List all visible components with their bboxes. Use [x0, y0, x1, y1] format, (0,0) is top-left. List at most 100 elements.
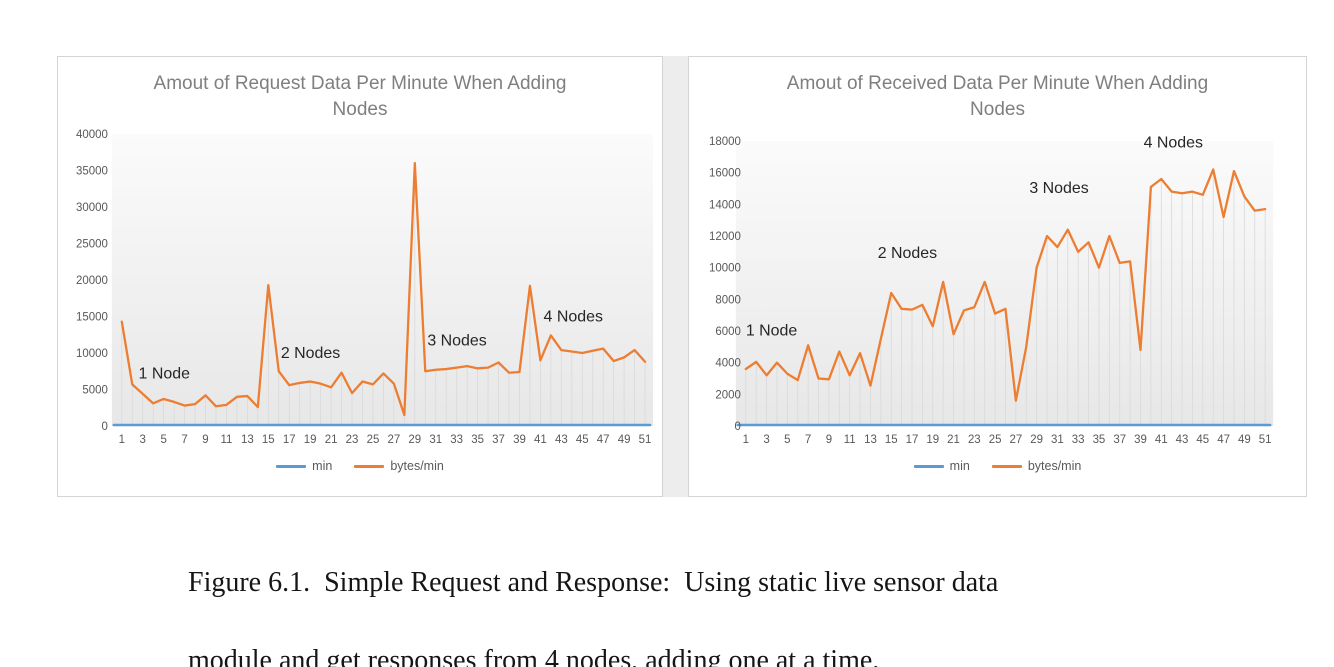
svg-text:25: 25: [989, 434, 1002, 446]
svg-text:5: 5: [784, 434, 790, 446]
svg-text:6000: 6000: [715, 326, 740, 338]
svg-text:7: 7: [181, 434, 187, 446]
svg-text:27: 27: [1009, 434, 1022, 446]
svg-text:1 Node: 1 Node: [139, 366, 191, 383]
figure-caption: Figure 6.1. Simple Request and Response:…: [160, 524, 1245, 667]
legend-item-bytes: bytes/min: [354, 459, 444, 473]
min-line-swatch: [276, 464, 307, 468]
svg-text:17: 17: [906, 434, 919, 446]
svg-text:19: 19: [304, 434, 317, 446]
svg-text:3: 3: [763, 434, 769, 446]
legend-label-bytes: bytes/min: [1027, 459, 1082, 473]
svg-text:45: 45: [1196, 434, 1209, 446]
svg-text:2000: 2000: [715, 389, 740, 401]
legend-item-min: min: [913, 459, 970, 473]
bytes-line-swatch: [991, 464, 1022, 468]
svg-text:51: 51: [1259, 434, 1272, 446]
svg-text:9: 9: [826, 434, 832, 446]
legend-item-min: min: [276, 459, 332, 473]
svg-text:43: 43: [555, 434, 568, 446]
svg-text:10000: 10000: [76, 348, 108, 360]
svg-text:15: 15: [262, 434, 275, 446]
caption-line-1: Figure 6.1. Simple Request and Response:…: [188, 567, 999, 598]
svg-text:31: 31: [1051, 434, 1064, 446]
svg-text:4 Nodes: 4 Nodes: [1144, 134, 1203, 151]
request-data-line-chart: 0 5000 10000 15000 20000 25000 30000 35000 40000…: [76, 129, 654, 446]
received-data-line-chart: 0 2000 4000 6000 8000 10000 12000 14000 16000 180…: [709, 134, 1274, 446]
figure-charts-row: Amout of Request Data Per Minute When Ad…: [57, 56, 1307, 497]
svg-text:47: 47: [597, 434, 610, 446]
svg-text:11: 11: [844, 434, 856, 446]
svg-text:25000: 25000: [76, 238, 108, 250]
svg-text:37: 37: [492, 434, 505, 446]
svg-text:16000: 16000: [709, 168, 741, 180]
svg-text:1: 1: [743, 434, 749, 446]
svg-text:1: 1: [119, 434, 125, 446]
received-data-chart-panel: Amout of Received Data Per Minute When A…: [688, 56, 1307, 497]
legend-label-min: min: [312, 459, 333, 473]
svg-text:18000: 18000: [709, 136, 741, 148]
panel-divider: [663, 56, 688, 497]
svg-text:21: 21: [325, 434, 338, 446]
svg-text:35000: 35000: [76, 165, 108, 177]
svg-text:39: 39: [1134, 434, 1147, 446]
svg-text:9: 9: [202, 434, 208, 446]
svg-text:49: 49: [618, 434, 631, 446]
svg-text:35: 35: [1093, 434, 1106, 446]
svg-text:43: 43: [1176, 434, 1189, 446]
svg-text:49: 49: [1238, 434, 1251, 446]
svg-text:30000: 30000: [76, 202, 108, 214]
svg-text:4 Nodes: 4 Nodes: [544, 309, 603, 326]
svg-text:3: 3: [140, 434, 146, 446]
svg-text:12000: 12000: [709, 231, 741, 243]
svg-text:23: 23: [968, 434, 981, 446]
chart-legend: min bytes/min: [689, 459, 1306, 473]
legend-label-min: min: [949, 459, 970, 473]
svg-text:13: 13: [241, 434, 254, 446]
chart-legend: min bytes/min: [58, 459, 662, 473]
svg-text:14000: 14000: [709, 199, 741, 211]
svg-text:21: 21: [947, 434, 960, 446]
svg-text:2 Nodes: 2 Nodes: [281, 345, 340, 362]
svg-text:1 Node: 1 Node: [746, 323, 798, 340]
svg-text:0: 0: [734, 421, 740, 433]
legend-label-bytes: bytes/min: [390, 459, 444, 473]
legend-item-bytes: bytes/min: [991, 459, 1082, 473]
svg-text:37: 37: [1113, 434, 1126, 446]
svg-text:15000: 15000: [76, 311, 108, 323]
svg-text:45: 45: [576, 434, 589, 446]
svg-text:33: 33: [1072, 434, 1085, 446]
svg-text:0: 0: [101, 421, 107, 433]
svg-text:7: 7: [805, 434, 811, 446]
caption-line-2: module and get responses from 4 nodes, a…: [188, 645, 880, 667]
svg-text:10000: 10000: [709, 263, 741, 275]
svg-text:19: 19: [926, 434, 939, 446]
svg-text:13: 13: [864, 434, 877, 446]
svg-text:15: 15: [885, 434, 898, 446]
svg-text:8000: 8000: [715, 294, 740, 306]
svg-text:39: 39: [513, 434, 526, 446]
svg-text:29: 29: [408, 434, 421, 446]
svg-text:17: 17: [283, 434, 296, 446]
bytes-line-swatch: [354, 464, 385, 468]
svg-text:5000: 5000: [82, 384, 107, 396]
request-data-chart-panel: Amout of Request Data Per Minute When Ad…: [57, 56, 663, 497]
svg-text:47: 47: [1217, 434, 1230, 446]
svg-text:23: 23: [346, 434, 359, 446]
svg-text:20000: 20000: [76, 275, 108, 287]
svg-text:41: 41: [1155, 434, 1168, 446]
svg-text:4000: 4000: [715, 358, 740, 370]
svg-text:31: 31: [429, 434, 442, 446]
svg-text:41: 41: [534, 434, 547, 446]
svg-text:3 Nodes: 3 Nodes: [1029, 180, 1088, 197]
svg-text:5: 5: [160, 434, 166, 446]
chart-title-request: Amout of Request Data Per Minute When Ad…: [153, 73, 567, 120]
svg-text:11: 11: [220, 434, 232, 446]
svg-text:2 Nodes: 2 Nodes: [878, 245, 937, 262]
svg-text:40000: 40000: [76, 129, 108, 141]
svg-text:27: 27: [388, 434, 401, 446]
svg-text:33: 33: [450, 434, 463, 446]
svg-text:51: 51: [639, 434, 652, 446]
svg-text:29: 29: [1030, 434, 1043, 446]
